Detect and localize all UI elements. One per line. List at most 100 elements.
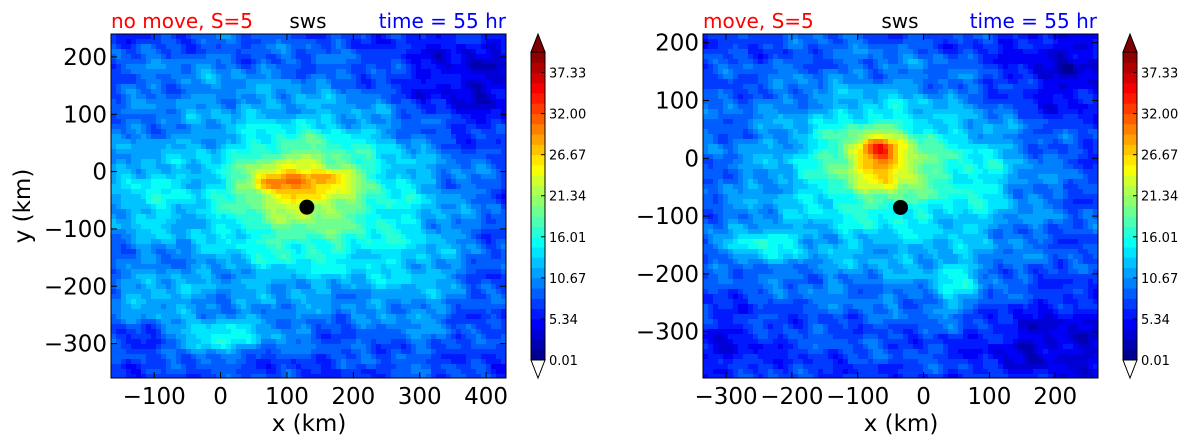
heatmap-cell xyxy=(146,284,152,290)
heatmap-cell xyxy=(261,279,267,285)
heatmap-cell xyxy=(496,264,502,270)
heatmap-cell xyxy=(176,39,182,45)
heatmap-cell xyxy=(326,209,332,215)
heatmap-cell xyxy=(191,224,197,230)
heatmap-cell xyxy=(191,259,197,265)
heatmap-cell xyxy=(136,39,142,45)
heatmap-cell xyxy=(326,249,332,255)
heatmap-cell xyxy=(196,259,202,265)
heatmap-cell xyxy=(481,319,487,325)
heatmap-cell xyxy=(386,144,392,150)
heatmap-cell xyxy=(251,129,257,135)
heatmap-cell xyxy=(356,74,362,80)
heatmap-cell xyxy=(221,244,227,250)
heatmap-cell xyxy=(316,344,322,350)
heatmap-cell xyxy=(276,74,282,80)
heatmap-cell xyxy=(476,169,482,175)
heatmap-cell xyxy=(216,284,222,290)
heatmap-cell xyxy=(206,199,212,205)
heatmap-cell xyxy=(161,64,167,70)
heatmap-cell xyxy=(171,304,177,310)
heatmap-cell xyxy=(466,59,472,65)
heatmap-cell xyxy=(196,279,202,285)
heatmap-cell xyxy=(291,244,297,250)
heatmap-cell xyxy=(456,39,462,45)
heatmap-cell xyxy=(306,234,312,240)
heatmap-cell xyxy=(356,54,362,60)
heatmap-cell xyxy=(196,349,202,355)
heatmap-cell xyxy=(306,344,312,350)
heatmap-cell xyxy=(171,314,177,320)
heatmap-cell xyxy=(286,249,292,255)
heatmap-cell xyxy=(286,169,292,175)
heatmap-cell xyxy=(471,274,477,280)
heatmap-cell xyxy=(201,304,207,310)
heatmap-cell xyxy=(331,64,337,70)
heatmap-cell xyxy=(171,39,177,45)
heatmap-cell xyxy=(111,229,117,235)
heatmap-cell xyxy=(396,229,402,235)
heatmap-cell xyxy=(201,219,207,225)
heatmap-cell xyxy=(466,94,472,100)
heatmap-cell xyxy=(231,154,237,160)
heatmap-cell xyxy=(216,274,222,280)
heatmap-cell xyxy=(116,214,122,220)
heatmap-cell xyxy=(401,319,407,325)
heatmap-cell xyxy=(366,229,372,235)
heatmap-cell xyxy=(226,34,232,40)
heatmap-cell xyxy=(161,79,167,85)
heatmap-cell xyxy=(311,59,317,65)
heatmap-cell xyxy=(161,134,167,140)
heatmap-cell xyxy=(446,269,452,275)
heatmap-cell xyxy=(481,49,487,55)
heatmap-cell xyxy=(161,264,167,270)
heatmap-cell xyxy=(211,154,217,160)
heatmap-cell xyxy=(441,59,447,65)
heatmap-cell xyxy=(171,179,177,185)
heatmap-cell xyxy=(221,304,227,310)
heatmap-cell xyxy=(341,129,347,135)
heatmap-cell xyxy=(266,314,272,320)
heatmap-cell xyxy=(241,179,247,185)
heatmap-cell xyxy=(241,204,247,210)
heatmap-cell xyxy=(401,234,407,240)
heatmap-cell xyxy=(246,274,252,280)
heatmap-cell xyxy=(471,254,477,260)
heatmap-cell xyxy=(336,49,342,55)
heatmap-cell xyxy=(441,64,447,70)
heatmap-cell xyxy=(431,204,437,210)
heatmap-cell xyxy=(131,174,137,180)
heatmap-cell xyxy=(246,314,252,320)
heatmap-cell xyxy=(166,209,172,215)
heatmap-cell xyxy=(396,164,402,170)
heatmap-cell xyxy=(336,89,342,95)
heatmap-cell xyxy=(356,59,362,65)
heatmap-cell xyxy=(396,119,402,125)
heatmap-cell xyxy=(251,94,257,100)
heatmap-cell xyxy=(156,154,162,160)
heatmap-cell xyxy=(241,219,247,225)
heatmap-cell xyxy=(301,219,307,225)
heatmap-cell xyxy=(236,184,242,190)
heatmap-cell xyxy=(211,289,217,295)
heatmap-cell xyxy=(161,204,167,210)
heatmap-cell xyxy=(371,344,377,350)
heatmap-cell xyxy=(116,349,122,355)
heatmap-cell xyxy=(321,74,327,80)
heatmap-cell xyxy=(491,114,497,120)
heatmap-cell xyxy=(466,189,472,195)
heatmap-cell xyxy=(201,159,207,165)
heatmap-cell xyxy=(361,184,367,190)
heatmap-cell xyxy=(136,319,142,325)
heatmap-cell xyxy=(166,239,172,245)
heatmap-cell xyxy=(161,214,167,220)
heatmap-cell xyxy=(316,224,322,230)
heatmap-cell xyxy=(166,159,172,165)
heatmap-cell xyxy=(386,59,392,65)
heatmap-cell xyxy=(391,34,397,40)
heatmap-cell xyxy=(396,209,402,215)
heatmap-cell xyxy=(331,34,337,40)
heatmap-cell xyxy=(496,189,502,195)
heatmap-cell xyxy=(501,299,506,305)
heatmap-cell xyxy=(176,194,182,200)
